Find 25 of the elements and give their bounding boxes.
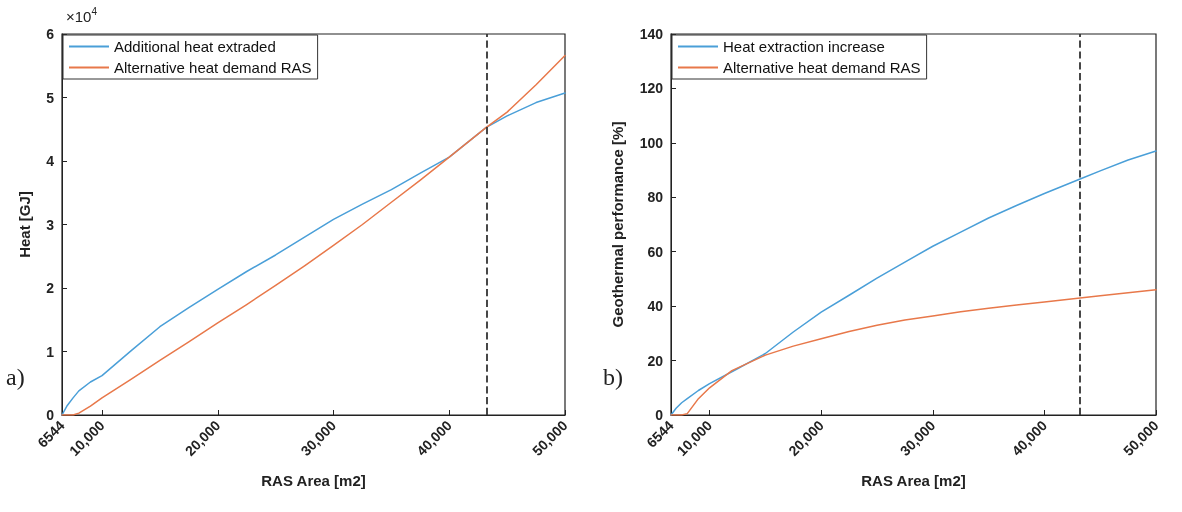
y-tick-label: 40	[647, 298, 664, 315]
y-tick-label: 4	[46, 153, 55, 169]
text: b)	[603, 364, 623, 390]
legend-label: Alternative heat demand RAS	[723, 59, 921, 76]
y-tick-label: 0	[655, 407, 664, 423]
y-tick-label: 5	[46, 89, 55, 106]
legend-label: Heat extraction increase	[723, 38, 885, 55]
y-tick-label: 2	[46, 280, 55, 296]
y-tick-label: 140	[639, 26, 664, 42]
y-axis-title: Heat [GJ]	[16, 191, 33, 258]
y-tick-label: 0	[46, 407, 55, 423]
y-tick-label: 100	[639, 134, 664, 151]
y-tick-label: 20	[647, 352, 664, 369]
legend-label: Alternative heat demand RAS	[114, 59, 312, 76]
y-tick-label: 80	[647, 189, 664, 206]
y-tick-label: 3	[46, 216, 55, 233]
x-axis-title: RAS Area [m2]	[861, 472, 966, 489]
x-axis-title: RAS Area [m2]	[261, 472, 366, 489]
y-tick-label: 6	[46, 26, 55, 42]
y-tick-label: 1	[46, 343, 55, 360]
legend-label: Additional heat extraded	[114, 38, 276, 55]
y-tick-label: 120	[639, 80, 664, 97]
y-axis-title: Geothermal performance [%]	[609, 121, 626, 328]
y-tick-label: 60	[647, 243, 664, 260]
text: a)	[6, 364, 25, 390]
